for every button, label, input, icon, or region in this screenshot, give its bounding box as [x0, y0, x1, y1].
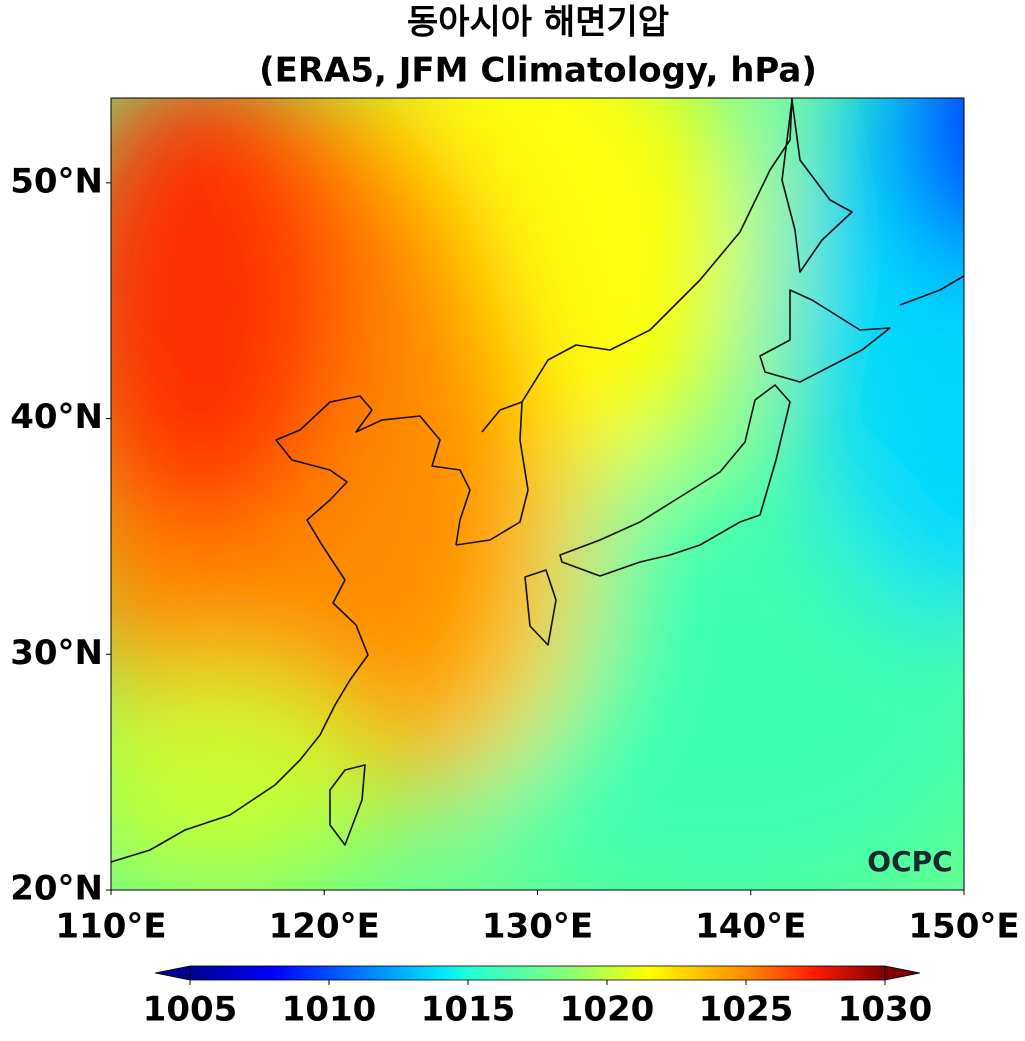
coastline: [455, 98, 793, 546]
logo: OCPC: [867, 845, 952, 878]
coastline: [329, 764, 366, 846]
x-tick-label: 150°E: [908, 907, 1019, 947]
subtitle: (ERA5, JFM Climatology, hPa): [259, 51, 817, 91]
y-tick-label: 30°N: [10, 633, 103, 673]
x-tick-label: 120°E: [269, 907, 380, 947]
coastline: [481, 401, 523, 433]
coastline: [559, 384, 791, 577]
colorbar-tick-label: 1010: [282, 990, 377, 1030]
colorbar-tick-label: 1030: [838, 990, 933, 1030]
coastline: [759, 289, 891, 383]
colorbar-tick-label: 1015: [421, 990, 516, 1030]
colorbar-tick-label: 1025: [699, 990, 794, 1030]
x-tick-label: 140°E: [695, 907, 806, 947]
coastline: [111, 395, 471, 863]
colorbar-extend-low: [154, 965, 191, 981]
colorbar: [189, 965, 886, 981]
colorbar-tick-label: 1005: [143, 990, 238, 1030]
coastline: [524, 569, 557, 646]
title: 동아시아 해면기압: [407, 3, 669, 43]
colorbar-extend-high: [884, 965, 921, 981]
x-tick-label: 110°E: [55, 907, 166, 947]
coastline: [781, 99, 853, 273]
pressure-field: [111, 98, 964, 890]
x-tick-label: 130°E: [482, 907, 593, 947]
y-tick-label: 50°N: [10, 161, 103, 201]
coastline: [899, 275, 964, 306]
y-tick-label: 20°N: [10, 869, 103, 909]
colorbar-tick-label: 1020: [560, 990, 655, 1030]
y-tick-label: 40°N: [10, 397, 103, 437]
